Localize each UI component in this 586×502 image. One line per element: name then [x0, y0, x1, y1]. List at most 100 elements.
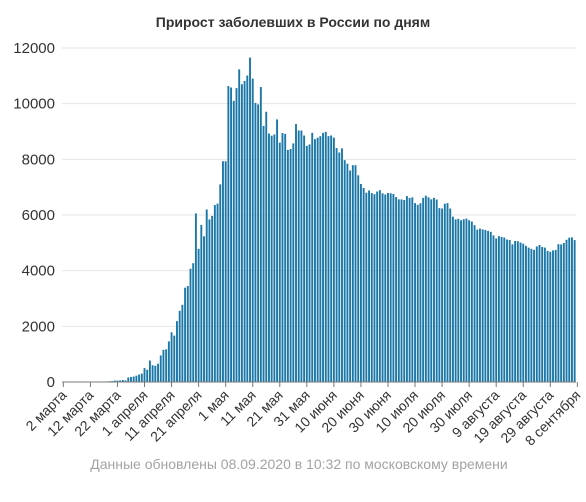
bar [262, 125, 265, 383]
bar [503, 237, 506, 382]
bar [332, 137, 335, 382]
bar [430, 199, 433, 382]
bar [205, 209, 208, 382]
bar [543, 247, 546, 382]
bar [492, 235, 495, 382]
bar [314, 139, 316, 382]
bar [327, 136, 330, 382]
bar [181, 304, 184, 382]
bar [284, 133, 287, 382]
bar [530, 248, 533, 382]
bar [270, 135, 273, 382]
bar [124, 380, 127, 382]
bar [481, 229, 484, 382]
bar [341, 148, 343, 382]
bar [316, 137, 319, 382]
bar [514, 241, 517, 382]
bar [338, 152, 341, 382]
bar [354, 165, 357, 382]
bar [132, 376, 135, 382]
bar [259, 87, 262, 383]
bar [435, 199, 438, 382]
bar [427, 197, 430, 382]
bar [365, 192, 368, 382]
bar [495, 238, 498, 382]
bar [549, 251, 552, 382]
bar [438, 208, 441, 382]
y-tick-label: 12000 [13, 40, 55, 57]
bar [189, 268, 192, 382]
bar [568, 237, 571, 382]
bar [165, 349, 168, 382]
bar [305, 145, 308, 382]
bar [173, 335, 176, 382]
bar [525, 245, 527, 382]
bar [167, 341, 170, 382]
y-tick-label: 10000 [13, 96, 55, 113]
bar [571, 237, 573, 382]
bar [489, 231, 492, 382]
bar [138, 374, 141, 382]
bar [368, 190, 370, 382]
bar [557, 244, 560, 382]
bar [265, 111, 268, 383]
bar [308, 144, 311, 382]
bar [506, 239, 508, 382]
bar [157, 363, 159, 382]
bar [573, 240, 576, 382]
bar [351, 165, 354, 382]
bar [113, 380, 116, 382]
chart-footnote: Данные обновлены 08.09.2020 в 10:32 по м… [90, 456, 507, 472]
bar [384, 194, 387, 382]
bar [441, 208, 444, 382]
bar [457, 218, 460, 382]
bar [465, 218, 468, 382]
bar [213, 204, 216, 382]
bar [295, 124, 297, 382]
bar [154, 365, 157, 382]
bar [470, 221, 473, 382]
bar [408, 197, 411, 382]
bar [203, 236, 205, 382]
bar [208, 219, 211, 382]
bar [116, 380, 119, 382]
bar [148, 360, 151, 382]
bar [278, 142, 281, 382]
bar [562, 243, 565, 382]
bar [200, 224, 203, 382]
bar [424, 195, 427, 382]
bar [476, 229, 479, 382]
bar [397, 199, 400, 382]
bar [127, 377, 130, 382]
bar [281, 133, 284, 382]
bar [460, 220, 462, 382]
bar [197, 248, 200, 382]
bar [389, 193, 392, 382]
bar [224, 161, 227, 382]
bar [303, 135, 306, 382]
bar [243, 80, 246, 383]
bar [454, 219, 457, 382]
bar [249, 57, 251, 382]
bar [527, 247, 530, 382]
bar [219, 184, 222, 382]
y-tick-label: 2000 [22, 318, 55, 335]
bar [257, 104, 260, 382]
bar [473, 225, 476, 382]
bar [479, 228, 481, 382]
bar [230, 87, 233, 382]
bar [162, 349, 165, 382]
bar [159, 355, 162, 382]
bar [186, 286, 189, 382]
bar [433, 197, 435, 382]
bar [246, 75, 249, 382]
bar [273, 134, 276, 382]
y-tick-label: 8000 [22, 151, 55, 168]
bar [146, 369, 149, 382]
bar [446, 203, 449, 382]
bar [216, 203, 219, 382]
bar [500, 236, 503, 382]
y-tick-label: 0 [47, 374, 55, 391]
